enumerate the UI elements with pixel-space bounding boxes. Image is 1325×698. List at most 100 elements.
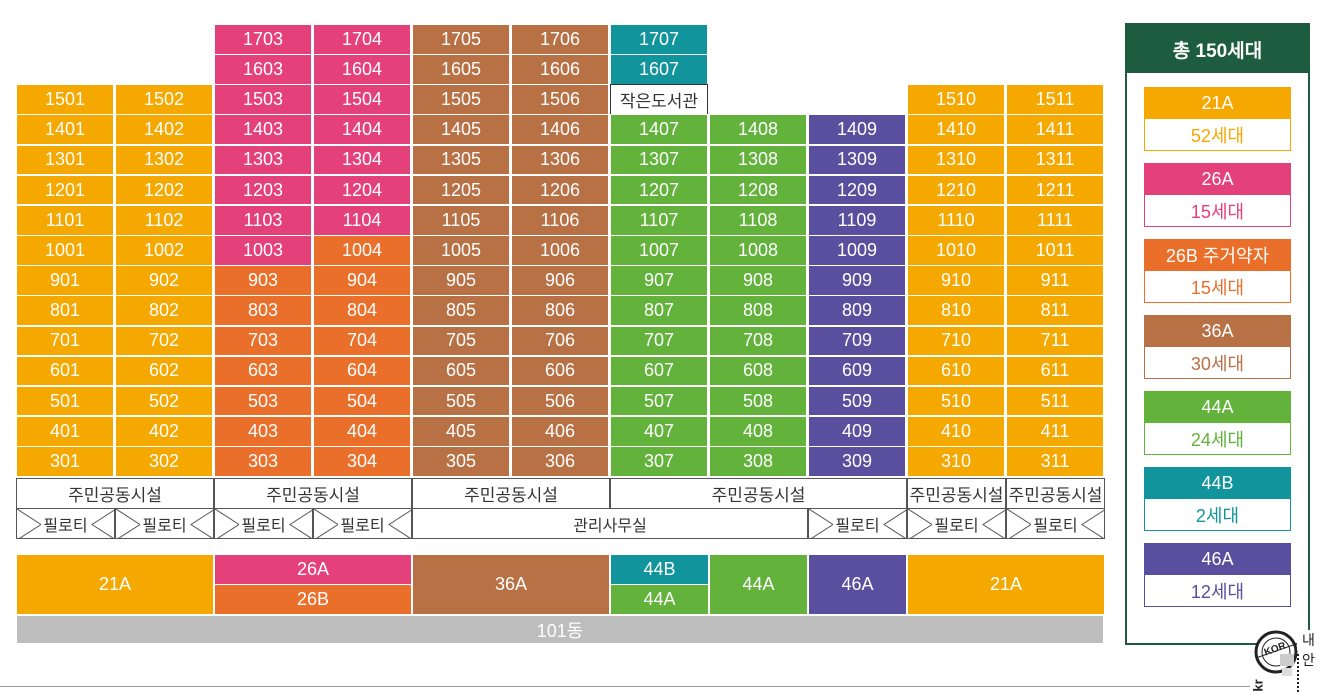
unit-cell: 1503 (214, 84, 312, 115)
unit-cell: 309 (808, 446, 906, 477)
unit-cell: 1209 (808, 174, 906, 206)
unit-cell: 1707 (610, 24, 708, 55)
unit-cell: 1304 (313, 144, 411, 176)
unit-cell: 307 (610, 446, 708, 477)
pilotis-hatch (116, 509, 213, 538)
legend-type-label: 26A (1144, 163, 1291, 195)
unit-cell: 1306 (511, 144, 609, 176)
library-cell: 작은도서관 (610, 84, 708, 115)
unit-cell: 1706 (511, 24, 609, 55)
unit-cell: 704 (313, 325, 411, 357)
pilotis-cell: 필로티 (907, 508, 1006, 539)
unit-cell: 809 (808, 295, 906, 326)
legend-type-label: 36A (1144, 315, 1291, 347)
unit-cell: 306 (511, 446, 609, 477)
unit-cell: 1110 (907, 204, 1005, 236)
unit-cell: 1201 (16, 174, 114, 206)
facility-cell: 주민공동시설 (412, 478, 610, 509)
unit-cell: 1103 (214, 204, 312, 236)
unit-cell: 409 (808, 415, 906, 447)
unit-cell: 1411 (1006, 114, 1104, 146)
unit-cell: 1303 (214, 144, 312, 176)
legend-type-label: 44B (1144, 467, 1291, 499)
legend-count: 30세대 (1144, 347, 1291, 379)
unit-cell: 1409 (808, 114, 906, 146)
unit-cell: 305 (412, 446, 510, 477)
legend-type-label: 46A (1144, 543, 1291, 575)
unit-cell: 910 (907, 265, 1005, 296)
unit-cell: 1703 (214, 24, 312, 55)
facility-cell: 주민공동시설 (1006, 478, 1105, 509)
unit-cell: 1704 (313, 24, 411, 55)
unit-cell: 802 (115, 295, 213, 326)
unit-cell: 411 (1006, 415, 1104, 447)
unit-cell: 404 (313, 415, 411, 447)
ground-label: 필로티 (833, 511, 882, 536)
legend-type-label: 21A (1144, 87, 1291, 119)
section-type-cell: 46A (808, 554, 907, 615)
ground-label: 필로티 (140, 511, 189, 536)
pilotis-cell: 필로티 (313, 508, 412, 539)
unit-cell: 811 (1006, 295, 1104, 326)
unit-cell: 609 (808, 355, 906, 387)
unit-cell: 905 (412, 265, 510, 296)
unit-cell: 1203 (214, 174, 312, 206)
unit-cell: 808 (709, 295, 807, 326)
pilotis-hatch (1007, 509, 1104, 538)
unit-cell: 1002 (115, 235, 213, 266)
legend-item: 26A 15세대 (1144, 163, 1291, 227)
unit-cell: 1208 (709, 174, 807, 206)
unit-cell: 1405 (412, 114, 510, 146)
unit-cell: 705 (412, 325, 510, 357)
unit-cell: 701 (16, 325, 114, 357)
unit-cell: 909 (808, 265, 906, 296)
unit-cell: 1111 (1006, 204, 1104, 236)
unit-cell: 907 (610, 265, 708, 296)
unit-cell: 504 (313, 385, 411, 417)
unit-cell: 1310 (907, 144, 1005, 176)
building-label: 101동 (536, 620, 584, 641)
unit-cell: 608 (709, 355, 807, 387)
ground-label: 필로티 (239, 511, 288, 536)
pilotis-cell: 필로티 (16, 508, 115, 539)
section-type-cell: 44B (610, 554, 709, 585)
unit-cell: 810 (907, 295, 1005, 326)
unit-cell: 711 (1006, 325, 1104, 357)
unit-cell: 1502 (115, 84, 213, 115)
pilotis-cell: 필로티 (214, 508, 313, 539)
unit-cell: 911 (1006, 265, 1104, 296)
unit-cell: 310 (907, 446, 1005, 477)
unit-cell: 1403 (214, 114, 312, 146)
legend-count: 12세대 (1144, 575, 1291, 607)
pilotis-cell: 필로티 (808, 508, 907, 539)
unit-cell: 403 (214, 415, 312, 447)
unit-cell: 1006 (511, 235, 609, 266)
unit-cell: 311 (1006, 446, 1104, 477)
unit-cell: 508 (709, 385, 807, 417)
pilotis-hatch (215, 509, 312, 538)
unit-cell: 706 (511, 325, 609, 357)
facility-cell: 주민공동시설 (610, 478, 907, 509)
pilotis-cell: 필로티 (1006, 508, 1105, 539)
legend-title: 총 150세대 (1127, 25, 1308, 73)
unit-cell: 1510 (907, 84, 1005, 115)
unit-cell: 1301 (16, 144, 114, 176)
certification-seal: KOR 내 안 kr (1250, 628, 1325, 693)
unit-cell: 1506 (511, 84, 609, 115)
ground-label: 필로티 (41, 511, 90, 536)
pilotis-hatch (314, 509, 411, 538)
seal-text: 내 안 (1302, 632, 1315, 668)
unit-cell: 908 (709, 265, 807, 296)
unit-cell: 301 (16, 446, 114, 477)
unit-cell: 1408 (709, 114, 807, 146)
unit-cell: 1204 (313, 174, 411, 206)
unit-cell: 807 (610, 295, 708, 326)
unit-cell: 1505 (412, 84, 510, 115)
building-bar: 101동 (16, 615, 1104, 644)
pilotis-cell: 필로티 (115, 508, 214, 539)
legend-panel: 총 150세대 21A 52세대 26A 15세대 26B 주거약자 15세대 36A 30세… (1125, 23, 1310, 645)
unit-cell: 906 (511, 265, 609, 296)
unit-cell: 703 (214, 325, 312, 357)
unit-cell: 1005 (412, 235, 510, 266)
unit-cell: 1404 (313, 114, 411, 146)
